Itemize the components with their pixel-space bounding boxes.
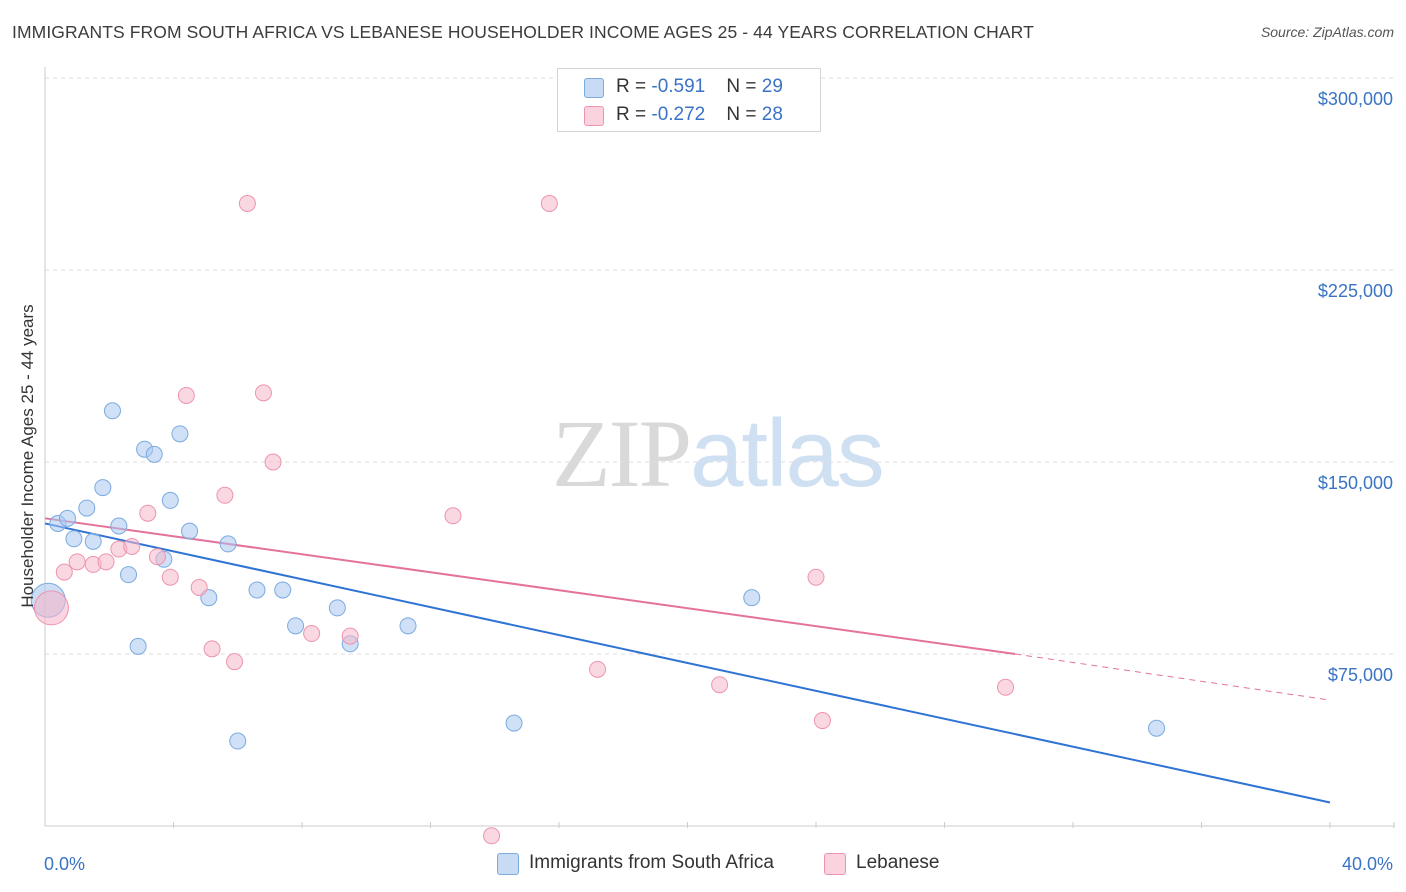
y-tick-label: $150,000 (1318, 473, 1393, 493)
legend-r-value: -0.272 (651, 104, 706, 125)
legend-r-label: R = (616, 104, 652, 125)
point-south-africa (505, 714, 523, 732)
legend-r-value: -0.591 (651, 76, 706, 97)
x-tick-label: 40.0% (1342, 854, 1393, 874)
source-label: Source: ZipAtlas.com (1260, 24, 1394, 40)
y-tick-label: $300,000 (1318, 89, 1393, 109)
point-south-africa (65, 530, 83, 548)
axes (44, 67, 1395, 828)
point-lebanese (139, 504, 157, 522)
legend-n-label: N = (726, 76, 762, 97)
point-lebanese (540, 194, 558, 212)
point-south-africa (399, 617, 417, 635)
point-lebanese (254, 384, 272, 402)
point-lebanese (123, 537, 141, 555)
legend-n-value: 29 (761, 76, 783, 97)
point-lebanese (177, 386, 195, 404)
point-south-africa (743, 589, 761, 607)
point-lebanese (97, 553, 115, 571)
point-lebanese (444, 507, 462, 525)
point-south-africa (110, 517, 128, 535)
point-lebanese (238, 194, 256, 212)
point-south-africa (94, 479, 112, 497)
point-south-africa (103, 402, 121, 420)
legend-r-label: R = (616, 76, 652, 97)
point-south-africa (287, 617, 305, 635)
trend-line-lebanese-extension (1015, 653, 1331, 701)
legend-swatch-south-africa (584, 78, 604, 98)
point-lebanese (813, 712, 831, 730)
bottom-legend-swatch-lebanese (824, 853, 846, 875)
point-lebanese (341, 627, 359, 645)
tick-labels: $75,000 $150,000 $225,000 $300,000 0.0% 40.0% (44, 89, 1393, 874)
point-lebanese (68, 553, 86, 571)
point-lebanese (55, 563, 73, 581)
data-points (30, 194, 1166, 845)
point-lebanese (148, 548, 166, 566)
chart-title: IMMIGRANTS FROM SOUTH AFRICA VS LEBANESE… (12, 22, 1034, 42)
point-south-africa (1148, 719, 1166, 737)
point-south-africa (84, 532, 102, 550)
point-lebanese (264, 453, 282, 471)
legend-n-label: N = (726, 104, 762, 125)
point-lebanese (203, 640, 221, 658)
point-lebanese (226, 653, 244, 671)
point-south-africa (58, 509, 76, 527)
point-lebanese (161, 568, 179, 586)
y-tick-label: $225,000 (1318, 281, 1393, 301)
trend-lines (44, 517, 1331, 804)
correlation-legend: R = -0.591 N = 29 R = -0.272 N = 28 (557, 68, 821, 132)
point-south-africa (145, 445, 163, 463)
point-south-africa (78, 499, 96, 517)
point-lebanese (303, 625, 321, 643)
point-south-africa (120, 566, 138, 584)
point-south-africa (181, 522, 199, 540)
point-south-africa (328, 599, 346, 617)
bottom-legend-label: Immigrants from South Africa (529, 852, 774, 873)
point-lebanese (997, 678, 1015, 696)
watermark-atlas: atlas (690, 400, 885, 507)
point-south-africa (274, 581, 292, 599)
point-south-africa (161, 491, 179, 509)
point-lebanese (216, 486, 234, 504)
y-tick-label: $75,000 (1328, 665, 1393, 685)
y-axis-label: Householder Income Ages 25 - 44 years (18, 304, 37, 607)
legend-n-value: 28 (761, 104, 783, 125)
point-south-africa (129, 637, 147, 655)
watermark-zip: ZIP (552, 400, 692, 507)
point-south-africa (248, 581, 266, 599)
point-lebanese (190, 578, 208, 596)
point-lebanese (33, 590, 69, 626)
point-lebanese (711, 676, 729, 694)
bottom-legend-label: Lebanese (856, 852, 940, 873)
watermark: ZIPatlas (552, 398, 885, 509)
legend-swatch-lebanese (584, 106, 604, 126)
x-tick-label: 0.0% (44, 854, 85, 874)
point-lebanese (807, 568, 825, 586)
bottom-legend-swatch-south-africa (497, 853, 519, 875)
point-lebanese (483, 827, 501, 845)
point-lebanese (589, 660, 607, 678)
point-south-africa (229, 732, 247, 750)
trend-line-lebanese (44, 517, 1016, 655)
point-south-africa (171, 425, 189, 443)
trend-line-south-africa (44, 522, 1331, 804)
point-south-africa (219, 535, 237, 553)
